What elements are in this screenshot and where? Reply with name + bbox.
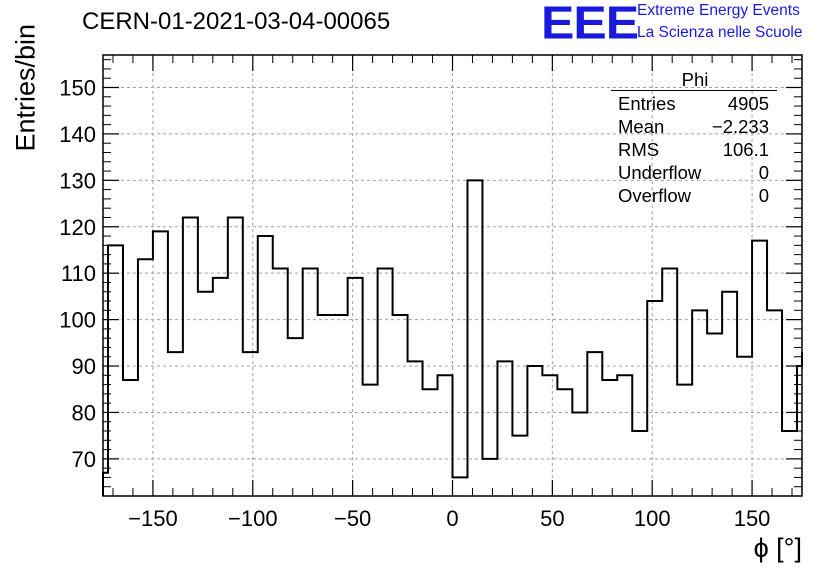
histogram-bin — [138, 259, 153, 496]
y-tick-label: 150 — [59, 75, 96, 100]
x-tick-label: −150 — [128, 506, 178, 531]
histogram-bin — [288, 338, 303, 496]
x-axis-label: ϕ [°] — [753, 533, 802, 563]
y-tick-label: 140 — [59, 122, 96, 147]
stats-key: RMS — [618, 139, 660, 160]
y-tick-label: 130 — [59, 168, 96, 193]
histogram-bin — [438, 375, 453, 496]
histogram-bin — [213, 278, 228, 496]
x-tick-label: 100 — [634, 506, 671, 531]
y-axis-ticks: 70 80 90 100 110 120 130 140 150 — [59, 59, 802, 488]
histogram-bin — [183, 217, 198, 496]
chart-title: CERN-01-2021-03-04-00065 — [82, 8, 391, 35]
histogram-bin — [168, 352, 183, 496]
x-axis-ticks: −150 −100 −50 0 50 100 150 — [112, 55, 793, 531]
y-axis-label: Entries/bin — [10, 23, 41, 152]
histogram-bin — [243, 352, 258, 496]
histogram-bin — [303, 269, 318, 496]
histogram-bin — [602, 380, 617, 496]
stats-row-underflow: Underflow 0 — [618, 162, 769, 184]
histogram-bin — [408, 361, 423, 496]
histogram-bin — [647, 301, 662, 496]
histogram-bin — [453, 477, 468, 496]
histogram-bin — [273, 269, 288, 496]
logo-line-2: La Scienza nelle Scuole — [637, 24, 803, 41]
y-tick-label: 70 — [72, 447, 96, 472]
histogram-bin — [198, 292, 213, 496]
x-tick-label: 150 — [734, 506, 771, 531]
histogram-bin — [482, 459, 497, 496]
histogram-bin — [318, 315, 333, 496]
y-tick-label: 80 — [72, 400, 96, 425]
y-tick-label: 90 — [72, 354, 96, 379]
stats-row-overflow: Overflow 0 — [618, 185, 769, 207]
histogram-bin — [752, 241, 767, 496]
histogram-bin — [617, 375, 632, 496]
stats-key: Underflow — [618, 162, 702, 183]
histogram-bin — [707, 334, 722, 496]
stats-title: Phi — [681, 69, 709, 90]
stats-key: Mean — [618, 116, 665, 137]
stats-value: 106.1 — [722, 139, 769, 160]
histogram-bin — [512, 436, 527, 496]
histogram-bin — [333, 315, 348, 496]
x-tick-label: −50 — [334, 506, 371, 531]
histogram-outline — [102, 179, 803, 496]
histogram-bin — [662, 269, 677, 496]
histogram-bin — [572, 412, 587, 496]
histogram-bin — [423, 389, 438, 496]
histogram-bin — [692, 310, 707, 496]
histogram-bin — [542, 375, 557, 496]
histogram-bin — [153, 231, 168, 496]
stats-row-mean: Mean −2.233 — [618, 116, 769, 138]
histogram-bin — [632, 431, 647, 496]
histogram-bin — [767, 310, 782, 496]
histogram-bin — [228, 217, 243, 496]
histogram-bin — [677, 385, 692, 496]
stats-value: 4905 — [727, 93, 769, 114]
histogram-bin — [348, 278, 363, 496]
histogram-bin — [587, 352, 602, 496]
histogram-bin — [527, 366, 542, 496]
stats-value: 0 — [758, 185, 769, 206]
histogram-bin — [393, 315, 408, 496]
x-tick-label: 50 — [540, 506, 564, 531]
stats-key: Overflow — [618, 185, 691, 206]
stats-value: 0 — [758, 162, 769, 183]
eee-logo: EEE — [541, 0, 639, 49]
x-tick-label: 0 — [446, 506, 458, 531]
stats-box: Phi Entries 4905 Mean −2.233 RMS 106.1 U… — [611, 69, 779, 206]
stats-divider — [611, 90, 777, 91]
histogram-bin — [467, 180, 482, 496]
stats-row-entries: Entries 4905 — [618, 93, 769, 115]
histogram-bin — [722, 292, 737, 496]
histogram-bin — [378, 269, 393, 496]
histogram-bin — [258, 236, 273, 496]
histogram-bin — [557, 389, 572, 496]
histogram-bin — [123, 380, 138, 496]
stats-row-rms: RMS 106.1 — [618, 139, 769, 161]
y-tick-label: 120 — [59, 215, 96, 240]
histogram-bin — [497, 361, 512, 496]
stats-value: −2.233 — [711, 116, 769, 137]
y-tick-label: 110 — [61, 261, 96, 286]
x-tick-label: −100 — [228, 506, 278, 531]
y-tick-label: 100 — [59, 308, 96, 333]
histogram-bars — [102, 179, 803, 496]
stats-key: Entries — [618, 93, 676, 114]
histogram-bin — [737, 357, 752, 496]
logo-line-1: Extreme Energy Events — [637, 2, 800, 19]
histogram-bin — [363, 385, 378, 496]
